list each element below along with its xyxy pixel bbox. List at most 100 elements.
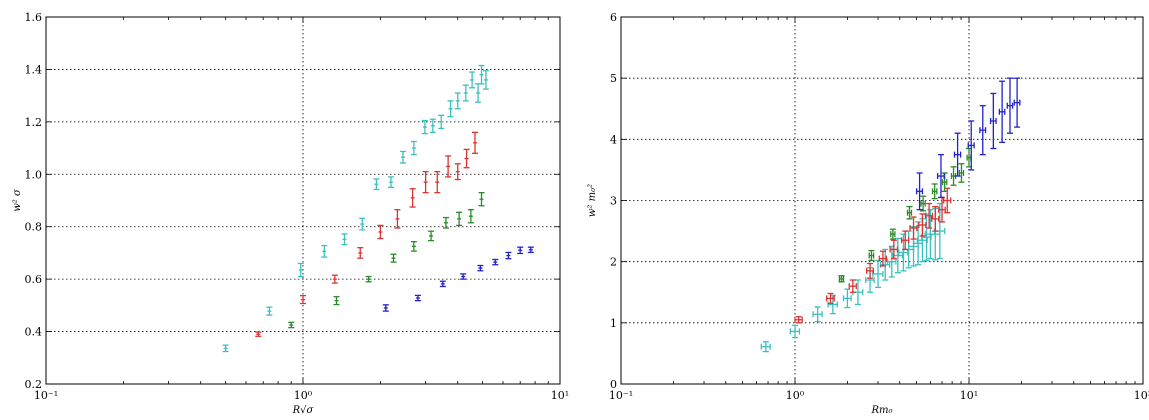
data-point <box>892 237 904 274</box>
x-tick-label: 10⁰ <box>294 389 313 402</box>
data-point <box>456 211 463 227</box>
y-tick-label: 6 <box>610 11 617 24</box>
series-4 <box>382 246 534 312</box>
data-point <box>365 275 372 283</box>
data-point <box>462 84 469 102</box>
data-point <box>909 216 918 240</box>
y-tick-label: 0.2 <box>25 378 43 391</box>
data-point <box>414 294 421 302</box>
series-3 <box>288 191 485 329</box>
data-point <box>422 171 429 194</box>
data-point <box>475 83 482 103</box>
data-point <box>478 64 485 85</box>
data-point <box>409 188 416 208</box>
data-point <box>460 273 467 280</box>
data-point <box>266 306 273 316</box>
data-point <box>421 119 428 135</box>
data-point <box>1013 77 1021 128</box>
data-point <box>825 292 835 304</box>
data-point <box>915 172 924 211</box>
y-tick-label: 1.4 <box>25 63 43 76</box>
y-tick-label: 5 <box>610 72 617 85</box>
x-tick-label: 10¹ <box>960 389 978 402</box>
data-point <box>359 217 366 231</box>
data-point <box>222 344 229 353</box>
y-tick-label: 0.4 <box>25 326 43 339</box>
data-point <box>477 264 484 272</box>
data-point <box>463 148 470 169</box>
data-point <box>410 140 417 156</box>
series-4 <box>915 77 1021 211</box>
series-2 <box>794 187 952 324</box>
data-point <box>998 80 1006 144</box>
chart-1: 10⁻¹ 10⁰ 10¹ 0.2 0.4 0.6 0.8 1.0 1.2 1.4 1.6 R√σ w² … <box>12 11 569 416</box>
y-tick-label: 2 <box>610 256 617 269</box>
y-tick-label: 1.2 <box>25 116 43 129</box>
y-tick-label: 4 <box>610 133 617 146</box>
y-tick-label: 0 <box>610 378 617 391</box>
data-point <box>410 241 417 252</box>
data-point <box>936 153 945 199</box>
data-point <box>377 224 384 240</box>
data-point <box>492 258 499 266</box>
data-point <box>920 195 927 212</box>
data-point <box>447 100 454 118</box>
data-point <box>478 191 485 207</box>
y-tick-label: 0.8 <box>25 221 43 234</box>
data-point <box>467 209 474 224</box>
data-point <box>331 274 338 284</box>
data-point <box>288 321 295 329</box>
data-point <box>967 120 975 171</box>
data-point <box>394 209 401 229</box>
data-point <box>889 239 899 260</box>
data-point <box>889 228 896 240</box>
data-point <box>382 304 389 312</box>
data-point <box>390 253 397 263</box>
series-2 <box>255 131 479 337</box>
data-point <box>1006 77 1014 134</box>
data-point <box>357 247 364 259</box>
data-point <box>297 262 304 278</box>
data-point <box>950 166 957 186</box>
data-point <box>341 233 348 246</box>
data-point <box>931 183 938 200</box>
data-point <box>924 202 934 229</box>
chart-2: 10⁻¹ 10⁰ 10¹ 10² 0 1 2 3 4 5 6 Rm₀ w² m₀² <box>587 11 1149 416</box>
data-point <box>472 131 479 154</box>
x-tick-label: 10² <box>1134 389 1149 402</box>
data-point <box>527 246 534 254</box>
data-point <box>812 306 823 323</box>
y-axis-label: w² σ <box>12 188 23 212</box>
y-tick-label: 0.6 <box>25 273 43 286</box>
data-point <box>878 250 888 267</box>
data-point <box>439 280 446 288</box>
y-axis-label: w² m₀² <box>587 184 598 217</box>
data-point <box>886 245 897 278</box>
x-axis-label: R√σ <box>292 405 315 416</box>
data-point <box>255 331 262 337</box>
data-point <box>979 105 987 156</box>
data-point <box>794 316 803 324</box>
data-point <box>333 296 340 306</box>
data-point <box>842 288 852 309</box>
y-tick-label: 1.6 <box>25 11 43 24</box>
x-tick-label: 10⁻¹ <box>34 389 58 402</box>
data-point <box>442 216 449 229</box>
data-point <box>868 250 875 262</box>
data-point <box>958 163 965 183</box>
data-point <box>321 244 328 258</box>
data-point <box>953 132 962 177</box>
data-point <box>445 155 452 178</box>
data-point <box>469 71 476 89</box>
data-point <box>428 230 435 242</box>
x-tick-label: 10⁻¹ <box>609 389 633 402</box>
data-point <box>454 92 461 110</box>
data-point <box>930 205 940 232</box>
y-tick-label: 1.0 <box>25 168 43 181</box>
series-1 <box>222 64 489 353</box>
x-axis-label: Rm₀ <box>870 405 892 416</box>
data-point <box>373 178 380 191</box>
data-point <box>838 275 845 283</box>
